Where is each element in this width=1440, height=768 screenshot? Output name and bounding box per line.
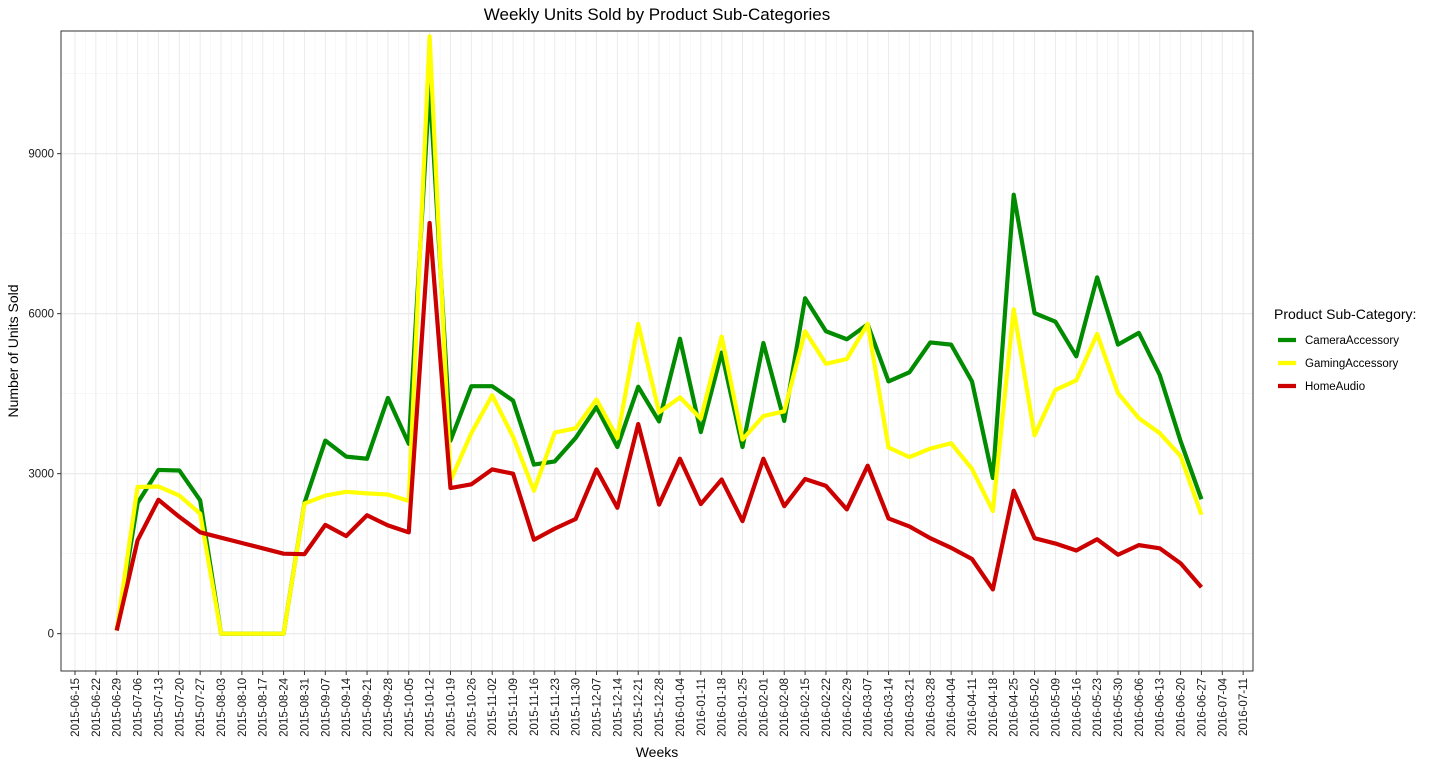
x-tick-label: 2015-09-14 (341, 677, 353, 736)
x-tick-label: 2015-08-17 (258, 678, 270, 737)
y-tick-label: 0 (48, 629, 54, 641)
series-line-gamingaccessory (114, 34, 1204, 636)
y-tick-label: 3000 (28, 469, 54, 481)
x-tick-label: 2016-06-20 (1176, 678, 1188, 737)
x-tick-label: 2016-03-21 (904, 678, 916, 737)
x-tick-label: 2015-06-29 (112, 678, 124, 737)
x-tick-label: 2016-04-25 (1009, 678, 1021, 737)
x-tick-label: 2016-03-14 (884, 677, 896, 736)
legend-title: Product Sub-Category: (1274, 306, 1416, 322)
x-tick-label: 2015-09-21 (362, 678, 374, 737)
x-tick-label: 2016-05-23 (1092, 678, 1104, 737)
x-tick-label: 2015-12-28 (654, 678, 666, 737)
x-tick-label: 2015-12-21 (633, 678, 645, 737)
x-tick-label: 2016-01-18 (717, 678, 729, 737)
x-tick-label: 2015-07-27 (195, 678, 207, 737)
x-tick-label: 2015-07-06 (133, 678, 145, 737)
chart-title: Weekly Units Sold by Product Sub-Categor… (484, 5, 830, 24)
legend-label: GamingAccessory (1305, 358, 1399, 370)
x-tick-label: 2016-07-11 (1238, 678, 1250, 736)
x-tick-label: 2016-03-28 (925, 678, 937, 737)
x-tick-label: 2016-01-04 (675, 677, 687, 736)
y-axis-title: Number of Units Sold (5, 284, 21, 417)
x-tick-label: 2015-11-02 (487, 678, 499, 736)
x-tick-label: 2015-10-12 (425, 678, 437, 737)
x-tick-label: 2016-05-09 (1050, 678, 1062, 737)
x-tick-label: 2016-04-04 (946, 677, 958, 736)
plot-panel (61, 31, 1253, 671)
x-tick-label: 2016-07-04 (1217, 677, 1229, 736)
x-tick-label: 2016-06-27 (1196, 678, 1208, 737)
grid-major-x (74, 31, 1244, 671)
x-tick-label: 2015-08-24 (279, 677, 291, 736)
x-tick-label: 2015-10-19 (445, 678, 457, 737)
plot-panel-border (60, 30, 1254, 672)
x-tick-label: 2015-11-30 (571, 678, 583, 736)
x-tick-label: 2016-05-16 (1071, 678, 1083, 737)
x-tick-label: 2015-08-31 (299, 678, 311, 737)
legend-label: HomeAudio (1305, 381, 1365, 393)
x-tick-label: 2016-06-13 (1155, 678, 1167, 737)
x-tick-label: 2015-09-07 (320, 678, 332, 737)
x-tick-label: 2015-12-14 (612, 677, 624, 736)
x-tick-label: 2015-12-07 (592, 678, 604, 737)
x-tick-label: 2016-01-25 (738, 678, 750, 737)
x-tick-label: 2015-07-20 (174, 678, 186, 737)
y-tick-label: 9000 (28, 149, 54, 161)
x-tick-label: 2016-05-02 (1030, 678, 1042, 737)
x-tick-label: 2015-10-26 (466, 678, 478, 737)
series-lines (114, 34, 1204, 636)
x-tick-label: 2016-04-18 (988, 678, 1000, 737)
legend: Product Sub-Category: CameraAccessory Gam… (1274, 306, 1416, 393)
x-axis-title: Weeks (636, 744, 679, 760)
x-tick-label: 2015-06-15 (70, 678, 82, 737)
x-tick-label: 2016-02-08 (779, 678, 791, 737)
x-tick-label: 2016-03-07 (863, 678, 875, 737)
x-tick-label: 2016-01-11 (696, 678, 708, 736)
x-tick-label: 2015-08-10 (237, 678, 249, 737)
x-tick-label: 2016-06-06 (1134, 678, 1146, 737)
x-tick-label: 2016-05-30 (1113, 678, 1125, 737)
x-tick-label: 2015-11-16 (529, 678, 541, 736)
x-tick-label: 2015-08-03 (216, 678, 228, 737)
legend-label: CameraAccessory (1305, 335, 1399, 347)
x-tick-label: 2016-02-22 (821, 678, 833, 737)
series-line-homeaudio (114, 220, 1204, 631)
x-tick-label: 2015-11-23 (550, 678, 562, 736)
y-tick-label: 6000 (28, 309, 54, 321)
x-tick-label: 2015-07-13 (153, 678, 165, 737)
grid-minor-y (61, 73, 1253, 554)
x-tick-label: 2015-11-09 (508, 678, 520, 736)
x-tick-label: 2015-10-05 (404, 678, 416, 737)
x-tick-label: 2016-02-29 (842, 678, 854, 737)
x-axis-ticks: 2015-06-15 2015-06-22 2015-06-29 2015-07-06… (70, 671, 1250, 737)
x-tick-label: 2016-02-01 (758, 678, 770, 737)
x-tick-label: 2016-02-15 (800, 678, 812, 737)
x-tick-label: 2015-06-22 (91, 678, 103, 737)
y-axis-ticks: 0 3000 6000 9000 (28, 149, 61, 641)
x-tick-label: 2015-09-28 (383, 678, 395, 737)
x-tick-label: 2016-04-11 (967, 678, 979, 736)
